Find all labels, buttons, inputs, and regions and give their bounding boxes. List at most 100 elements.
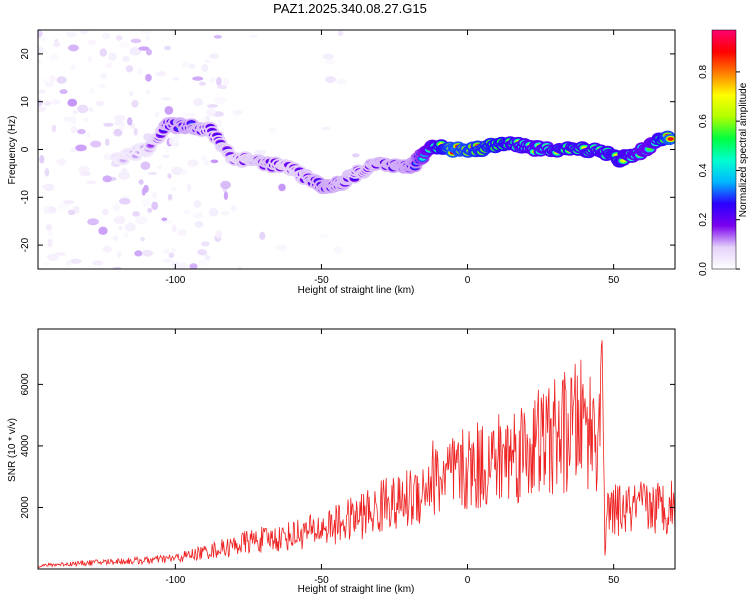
noise-speckle [119,41,130,50]
noise-speckle [38,89,46,94]
noise-speckle [268,126,278,134]
spectrogram-x-tick-label: -50 [314,275,329,286]
noise-speckle [131,99,139,108]
noise-speckle [187,183,192,192]
noise-speckle [86,180,97,185]
noise-speckle [259,231,266,241]
spectrogram-y-tick-label: 0 [20,146,31,152]
noise-speckle [58,203,70,210]
noise-speckle [138,46,150,51]
noise-speckle [47,253,59,261]
snr-y-tick-label: 4000 [20,434,31,457]
noise-speckle [38,30,43,38]
noise-speckle [112,203,121,212]
colorbar-tick-label: 0.6 [698,114,709,128]
noise-speckle [133,128,138,136]
noise-speckle [72,110,78,115]
colorbar-tick-label: 0.0 [698,262,709,276]
noise-speckle [127,117,133,126]
colorbar-ticks: 0.0 0.2 0.4 0.6 0.8 [698,64,740,276]
noise-speckle [173,132,181,140]
noise-speckle [145,89,151,95]
noise-speckle [210,159,219,164]
noise-speckle [215,230,223,239]
colorbar-scale [711,29,737,270]
noise-speckle [38,106,47,113]
noise-speckle [177,229,188,236]
spectrogram-x-tick-label: 50 [608,275,620,286]
spectrogram-x-axis-label: Height of straight line (km) [298,285,415,296]
noise-speckle [123,232,129,238]
noise-speckle [141,188,146,196]
noise-speckle [202,116,207,123]
noise-speckle [220,180,231,190]
noise-speckle [39,155,45,164]
noise-speckle [50,99,61,105]
noise-speckle [145,48,153,56]
noise-speckle [230,204,237,212]
noise-speckle [167,193,173,201]
noise-speckle [162,154,170,159]
noise-speckle [75,144,87,152]
noise-speckle [194,220,204,228]
noise-speckle [41,184,49,189]
noise-speckle [48,206,57,214]
noise-speckle [171,248,176,253]
noise-speckle [83,117,89,123]
noise-speckle [142,249,154,257]
spectrogram-y-tick-label: -20 [20,237,31,252]
noise-speckle [197,249,207,256]
noise-speckle [113,216,126,225]
noise-speckle [77,104,89,114]
spectrogram-x-ticks: -100 -50 0 50 [165,30,620,286]
noise-speckle [171,166,183,176]
noise-speckle [88,39,97,46]
noise-speckle [67,44,79,52]
noise-speckle [171,224,177,233]
spectrogram-y-tick-label: 10 [20,96,31,108]
noise-speckle [90,140,102,148]
noise-speckle [164,45,172,51]
noise-speckle [42,78,49,84]
chart-title: PAZ1.2025.340.08.27.G15 [273,1,427,16]
noise-speckle [337,30,344,37]
noise-speckle [102,245,112,253]
spectrogram-y-axis-label: Frequency (Hz) [7,116,18,185]
noise-speckle [140,161,151,170]
noise-speckle [77,128,86,135]
noise-speckle [134,250,143,257]
noise-speckle [278,183,286,192]
noise-speckle [187,159,199,167]
noise-speckle [137,68,143,76]
noise-speckle [56,76,67,84]
noise-speckle [333,246,343,255]
noise-speckle [167,173,172,179]
noise-speckle [86,132,91,138]
noise-speckle [222,77,230,86]
noise-speckle [108,52,117,61]
noise-speckle [62,200,75,205]
noise-speckle [54,252,66,256]
noise-speckle [51,124,57,133]
noise-speckle [182,61,189,68]
noise-speckle [38,99,43,107]
noise-speckle [198,259,208,268]
noise-speckle [193,98,204,107]
noise-speckle [156,165,162,170]
noise-speckle [154,111,160,118]
noise-speckle [103,122,114,127]
noise-speckle [248,34,259,38]
noise-speckle [38,59,42,64]
noise-speckle [130,38,142,44]
noise-speckle [47,230,54,237]
noise-speckle [70,126,78,134]
noise-speckle [188,63,196,69]
snr-y-tick-label: 6000 [20,373,31,396]
noise-speckle [38,46,44,55]
noise-speckle [164,146,171,154]
noise-speckle [95,100,105,107]
noise-speckle [128,91,134,96]
noise-speckle [155,71,167,77]
snr-x-axis-label: Height of straight line (km) [298,584,415,595]
noise-speckle [200,241,210,247]
